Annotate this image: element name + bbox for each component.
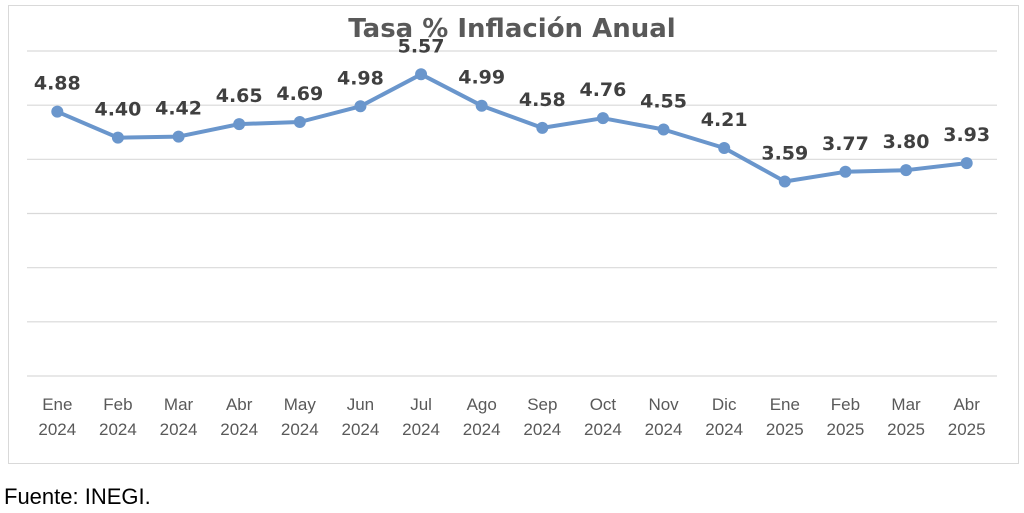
chart-title: Tasa % Inflación Anual [348, 14, 676, 44]
x-tick-label: Ene 2025 [766, 395, 804, 439]
x-tick-label: Nov 2024 [645, 395, 683, 439]
data-label: 4.40 [94, 99, 141, 121]
data-point [596, 112, 609, 125]
x-tick-label: Abr 2024 [220, 395, 258, 439]
data-point [900, 164, 913, 177]
data-point [415, 68, 428, 81]
data-point [111, 131, 124, 144]
x-tick-label: Ene 2024 [38, 395, 76, 439]
data-label: 3.59 [761, 143, 808, 165]
data-point [475, 99, 488, 112]
data-label: 4.21 [701, 109, 748, 131]
x-tick-label: Jul 2024 [402, 395, 440, 439]
data-label: 4.55 [640, 91, 687, 113]
data-point [718, 141, 731, 154]
series-line [55, 72, 969, 184]
line-chart: Ene 2024 Feb 2024 Mar 2024 Abr 2024 May 2024 Jun 20… [27, 35, 997, 439]
data-point [536, 121, 549, 134]
data-label: 4.42 [155, 98, 202, 120]
x-tick-label: Abr 2025 [948, 395, 986, 439]
data-point [778, 175, 791, 188]
data-point [172, 130, 185, 143]
data-label: 4.88 [34, 73, 81, 95]
source-note: Fuente: INEGI. [4, 484, 151, 509]
data-point [233, 118, 246, 131]
x-tick-label: Mar 2024 [160, 395, 198, 439]
x-tick-label: Mar 2025 [887, 395, 925, 439]
data-label: 4.65 [216, 85, 263, 107]
data-point [51, 105, 64, 118]
x-tick-label: Ago 2024 [463, 395, 501, 439]
data-label: 4.98 [337, 67, 384, 89]
data-point [960, 157, 973, 170]
x-tick-label: May 2024 [281, 395, 319, 439]
data-label: 4.76 [579, 79, 626, 101]
data-label: 3.80 [883, 131, 930, 153]
data-label: 4.58 [519, 89, 566, 111]
data-point [354, 100, 367, 113]
data-label: 5.57 [398, 35, 445, 57]
x-tick-label: Feb 2024 [99, 395, 137, 439]
x-tick-label: Sep 2024 [523, 395, 561, 439]
x-tick-label: Dic 2024 [705, 395, 743, 439]
data-label: 4.69 [276, 83, 323, 105]
data-label: 3.77 [822, 133, 869, 155]
x-tick-label: Feb 2025 [827, 395, 865, 439]
data-label: 3.93 [943, 124, 990, 146]
data-point [293, 115, 306, 128]
x-tick-label: Jun 2024 [342, 395, 380, 439]
data-label: 4.99 [458, 67, 505, 89]
x-tick-label: Oct 2024 [584, 395, 622, 439]
chart-frame [8, 5, 1019, 464]
data-point [839, 165, 852, 178]
data-point [657, 123, 670, 136]
